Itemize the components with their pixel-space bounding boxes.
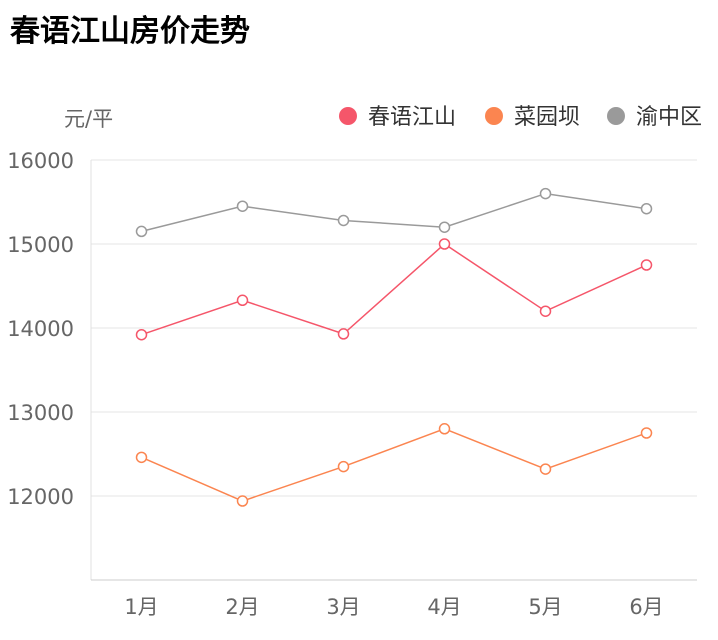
data-point <box>337 214 350 227</box>
data-point <box>135 225 148 238</box>
chart-title: 春语江山房价走势 <box>10 14 250 49</box>
series-line <box>141 192 647 233</box>
data-point <box>135 328 148 341</box>
legend-marker <box>607 107 625 125</box>
legend-label: 菜园坝 <box>514 105 580 130</box>
x-tick-label: 6月 <box>629 595 663 619</box>
data-point <box>539 305 552 317</box>
legend-marker <box>485 107 503 125</box>
data-point <box>236 495 249 507</box>
y-tick-label: 14000 <box>7 317 74 341</box>
x-tick-label: 2月 <box>225 595 259 619</box>
series-line <box>141 427 647 502</box>
data-point <box>337 328 350 340</box>
data-point <box>438 221 451 233</box>
legend-label: 春语江山 <box>368 105 456 130</box>
data-point <box>539 463 552 475</box>
y-tick-label: 13000 <box>7 401 74 425</box>
y-tick-label: 15000 <box>7 233 74 257</box>
data-point <box>236 200 249 212</box>
data-point <box>438 238 451 250</box>
y-tick-label: 16000 <box>7 149 74 173</box>
data-point <box>539 187 552 200</box>
data-point <box>640 427 653 439</box>
x-tick-label: 5月 <box>528 595 562 619</box>
x-tick-label: 3月 <box>326 595 360 619</box>
y-tick-label: 12000 <box>7 485 74 509</box>
y-axis-label: 元/平 <box>64 107 113 131</box>
data-point <box>640 259 653 271</box>
series-line <box>141 243 647 336</box>
data-point <box>236 294 249 307</box>
data-point <box>640 202 653 215</box>
x-tick-label: 1月 <box>124 595 158 619</box>
legend-label: 渝中区 <box>636 105 702 130</box>
legend-marker <box>339 107 357 125</box>
x-tick-label: 4月 <box>427 595 461 619</box>
data-point <box>438 423 451 435</box>
data-point <box>135 451 148 464</box>
data-point <box>337 460 350 473</box>
